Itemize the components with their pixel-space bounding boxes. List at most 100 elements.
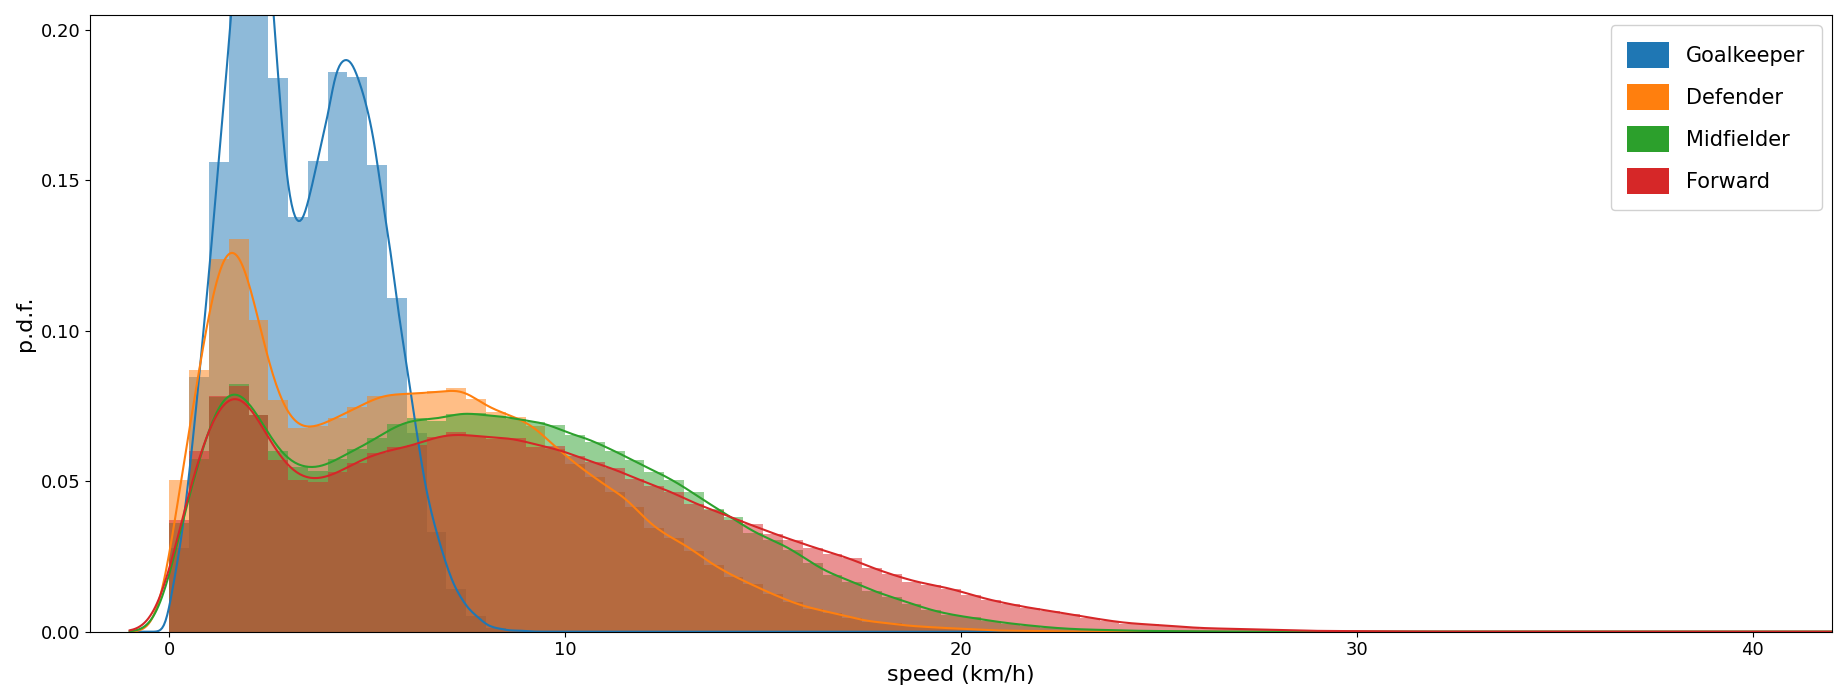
Bar	[406, 394, 427, 631]
Bar	[1020, 608, 1040, 631]
Bar	[960, 629, 981, 631]
Bar	[188, 377, 209, 631]
Bar	[347, 77, 368, 631]
Bar	[268, 400, 288, 631]
Bar	[188, 451, 209, 631]
Bar	[783, 540, 803, 631]
Bar	[268, 78, 288, 631]
Bar	[683, 492, 704, 631]
Bar	[1219, 629, 1237, 631]
Bar	[447, 388, 465, 631]
Bar	[763, 533, 783, 631]
Bar	[645, 472, 665, 631]
Bar	[368, 452, 388, 631]
Bar	[1119, 624, 1140, 631]
Bar	[822, 612, 842, 631]
Bar	[388, 298, 406, 631]
Bar	[1258, 630, 1278, 631]
Bar	[842, 582, 863, 631]
Bar	[1080, 618, 1099, 631]
Bar	[1099, 621, 1119, 631]
Bar	[368, 438, 388, 631]
Bar	[1160, 626, 1178, 631]
Bar	[981, 621, 1001, 631]
Bar	[783, 550, 803, 631]
Bar	[526, 422, 545, 631]
Bar	[645, 486, 665, 631]
Bar	[1199, 629, 1219, 631]
Bar	[268, 452, 288, 631]
Bar	[981, 601, 1001, 631]
Bar	[170, 524, 188, 631]
Bar	[881, 574, 901, 631]
Bar	[922, 627, 942, 631]
Bar	[683, 504, 704, 631]
Bar	[249, 416, 268, 631]
Bar	[1001, 604, 1020, 631]
Bar	[308, 161, 327, 631]
Bar	[863, 591, 881, 631]
Bar	[922, 584, 942, 631]
Bar	[585, 463, 604, 631]
Bar	[763, 540, 783, 631]
Bar	[863, 622, 881, 631]
Bar	[526, 447, 545, 631]
Bar	[742, 533, 763, 631]
Bar	[209, 395, 229, 631]
Bar	[942, 615, 960, 631]
Bar	[268, 460, 288, 631]
Bar	[742, 584, 763, 631]
Bar	[724, 520, 742, 631]
Bar	[683, 551, 704, 631]
Bar	[368, 396, 388, 631]
Bar	[347, 463, 368, 631]
Bar	[388, 395, 406, 631]
Bar	[545, 446, 565, 631]
Bar	[922, 610, 942, 631]
Bar	[249, 415, 268, 631]
Bar	[901, 626, 922, 631]
Bar	[388, 447, 406, 631]
Bar	[209, 259, 229, 631]
Bar	[822, 575, 842, 631]
Bar	[585, 477, 604, 631]
Bar	[506, 417, 526, 631]
Bar	[327, 418, 347, 631]
Y-axis label: p.d.f.: p.d.f.	[15, 295, 35, 351]
X-axis label: speed (km/h): speed (km/h)	[887, 665, 1034, 685]
Bar	[803, 548, 822, 631]
Bar	[763, 594, 783, 631]
Bar	[427, 438, 447, 631]
Bar	[288, 428, 308, 631]
Bar	[1080, 629, 1099, 631]
Bar	[1060, 614, 1080, 631]
Bar	[942, 628, 960, 631]
Bar	[427, 391, 447, 631]
Bar	[170, 548, 188, 631]
Bar	[406, 445, 427, 631]
Bar	[565, 435, 585, 631]
Bar	[624, 479, 645, 631]
Bar	[665, 480, 683, 631]
Bar	[1178, 627, 1199, 631]
Bar	[465, 616, 486, 631]
Bar	[249, 320, 268, 631]
Bar	[742, 524, 763, 631]
Bar	[665, 538, 683, 631]
Bar	[427, 532, 447, 631]
Bar	[447, 414, 465, 631]
Bar	[724, 577, 742, 631]
Bar	[288, 468, 308, 631]
Bar	[604, 452, 624, 631]
Bar	[783, 603, 803, 631]
Bar	[803, 609, 822, 631]
Bar	[486, 628, 506, 631]
Bar	[308, 482, 327, 631]
Bar	[188, 370, 209, 631]
Bar	[209, 397, 229, 631]
Bar	[526, 426, 545, 631]
Bar	[704, 509, 724, 631]
Bar	[327, 72, 347, 631]
Bar	[1060, 629, 1080, 631]
Bar	[565, 464, 585, 631]
